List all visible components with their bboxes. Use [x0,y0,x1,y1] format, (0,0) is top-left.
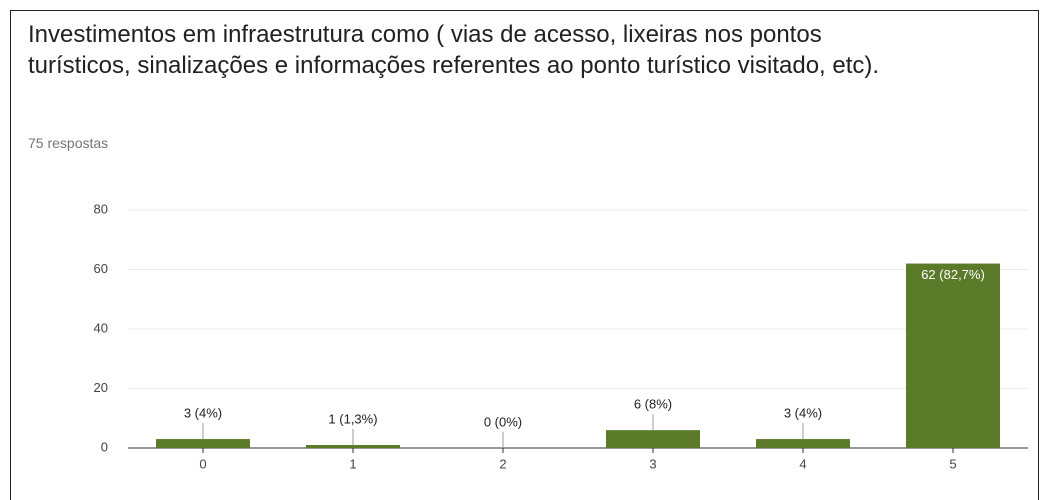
x-tick-label: 4 [799,456,806,471]
bar [156,439,250,448]
x-tick-label: 5 [949,456,956,471]
x-tick-label: 2 [499,456,506,471]
bar [756,439,850,448]
y-tick-label: 0 [101,439,108,454]
response-count: 75 respostas [28,135,109,151]
bar [906,263,1000,448]
chart-title: Investimentos em infraestrutura como ( v… [28,21,880,79]
data-label: 3 (4%) [184,406,222,421]
data-label: 6 (8%) [634,397,672,412]
y-tick-label: 80 [94,201,108,216]
bar [306,445,400,448]
bar [606,430,700,448]
y-tick-label: 20 [94,380,108,395]
y-tick-label: 60 [94,261,108,276]
x-tick-label: 1 [349,456,356,471]
data-label: 3 (4%) [784,406,822,421]
x-tick-label: 3 [649,456,656,471]
data-label: 0 (0%) [484,414,522,429]
data-label: 62 (82,7%) [921,267,985,282]
card: Investimentos em infraestrutura como ( v… [10,10,1039,500]
y-tick-label: 40 [94,320,108,335]
data-label: 1 (1,3%) [328,411,377,426]
x-tick-label: 0 [199,456,206,471]
